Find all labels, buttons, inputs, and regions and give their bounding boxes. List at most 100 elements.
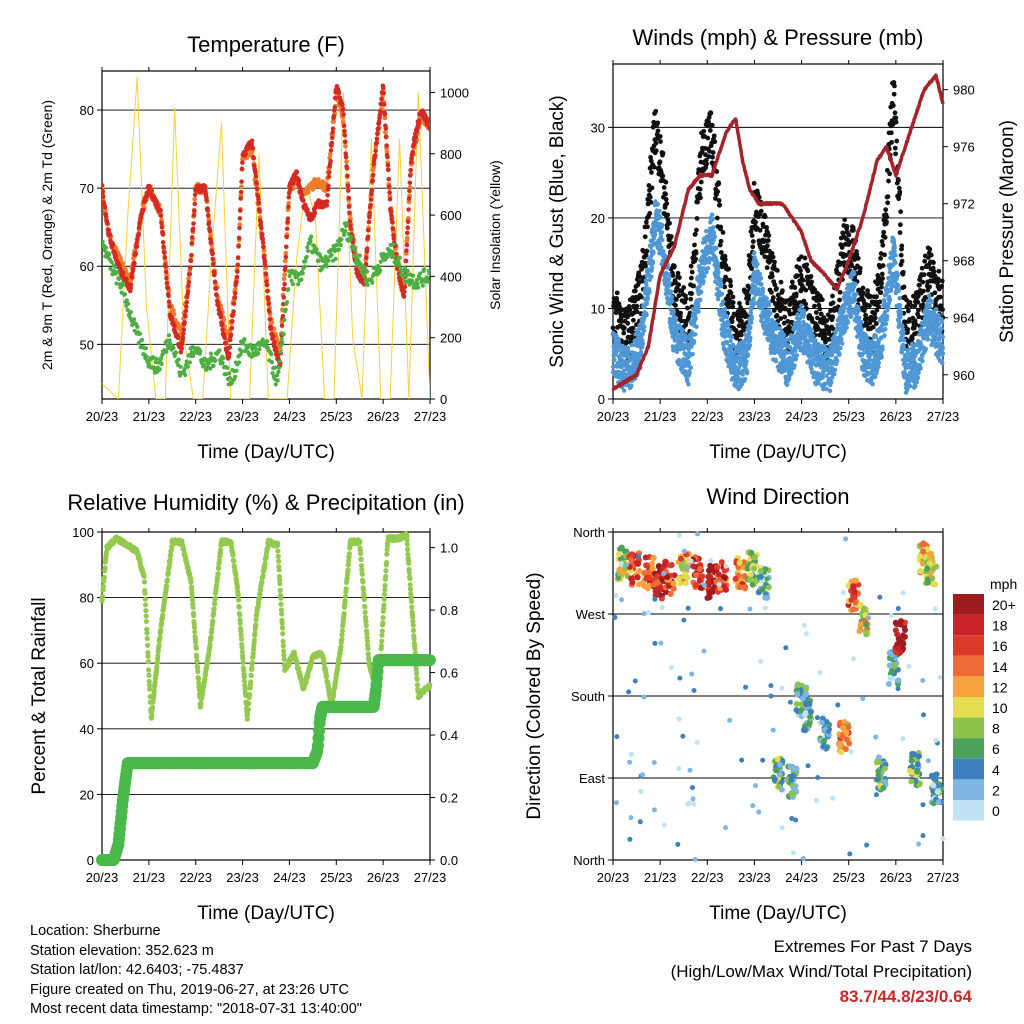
gust-point <box>897 230 903 236</box>
t2m-point <box>128 282 134 287</box>
td-point <box>305 245 310 250</box>
wind-point <box>844 314 849 319</box>
gust-point <box>860 285 866 291</box>
td-point <box>370 280 375 285</box>
t2m-point <box>267 309 272 314</box>
gust-point <box>878 290 884 295</box>
td-point <box>410 273 416 278</box>
gust-point <box>884 219 889 225</box>
td-point <box>343 228 348 234</box>
wind-point <box>740 372 745 377</box>
y2-tick-label: 960 <box>953 368 975 383</box>
t9m-point <box>237 222 243 228</box>
y-tick-label: 0 <box>598 392 605 407</box>
gust-point <box>770 295 776 300</box>
wind-point <box>798 340 803 346</box>
y-tick-label: 50 <box>80 337 94 352</box>
gust-point <box>928 252 934 258</box>
t2m-point <box>342 128 347 134</box>
td-point <box>391 242 396 247</box>
t2m-point <box>401 294 407 299</box>
td-point <box>265 339 270 344</box>
wind-point <box>718 280 724 286</box>
x-tick-label: 25/23 <box>832 409 865 424</box>
t2m-point <box>341 112 346 117</box>
y2-axis-label: Station Pressure (Maroon) <box>997 120 1018 343</box>
gust-point <box>625 320 631 326</box>
t2m-point <box>254 181 260 186</box>
gust-point <box>830 300 836 306</box>
t2m-point <box>345 173 350 179</box>
t2m-point <box>387 190 392 195</box>
td-point <box>286 287 291 292</box>
wind-point <box>642 324 647 329</box>
t2m-point <box>239 166 245 172</box>
gust-point <box>678 310 684 316</box>
wind-point <box>787 376 792 382</box>
td-point <box>103 245 109 250</box>
t2m-point <box>167 304 172 309</box>
gust-point <box>692 231 698 237</box>
gust-point <box>657 134 663 139</box>
gust-point <box>931 260 936 266</box>
t2m-point <box>212 279 218 285</box>
t2m-point <box>254 186 260 192</box>
td-point <box>208 351 213 356</box>
td-point <box>397 262 402 267</box>
t2m-point <box>219 321 225 327</box>
t2m-point <box>161 244 166 250</box>
t2m-point <box>340 106 346 112</box>
gust-point <box>621 325 627 331</box>
gust-point <box>892 110 898 116</box>
gust-point <box>665 212 670 218</box>
td-point <box>237 360 242 365</box>
gust-point <box>758 208 764 214</box>
wind-point <box>844 325 849 330</box>
td-point <box>277 365 282 370</box>
t2m-point <box>368 202 373 208</box>
t2m-point <box>378 109 383 114</box>
t2m-point <box>239 179 244 184</box>
gust-point <box>817 306 823 312</box>
gust-point <box>694 216 700 221</box>
gust-point <box>885 200 891 206</box>
wind-point <box>629 383 634 388</box>
t2m-point <box>124 277 129 282</box>
t2m-point <box>329 140 335 146</box>
gust-point <box>769 290 774 295</box>
t2m-point <box>232 291 238 296</box>
t2m-point <box>286 195 292 200</box>
plot-area <box>610 73 946 395</box>
wind-point <box>680 327 685 332</box>
gust-point <box>705 135 711 141</box>
gust-point <box>655 120 661 126</box>
gust-point <box>661 185 667 190</box>
gust-point <box>887 171 893 177</box>
t2m-point <box>283 264 288 270</box>
td-point <box>174 350 179 355</box>
t2m-point <box>379 96 384 102</box>
wind-point <box>693 332 698 337</box>
wind-point <box>785 350 790 355</box>
t2m-point <box>402 289 407 294</box>
gust-point <box>792 285 798 290</box>
td-point <box>269 352 274 357</box>
td-point <box>159 361 164 366</box>
gust-point <box>632 288 638 294</box>
gust-point <box>676 282 682 288</box>
t2m-point <box>270 334 276 339</box>
t2m-point <box>237 225 242 231</box>
wind-point <box>711 230 717 235</box>
series-group <box>610 73 946 395</box>
wind-point <box>696 309 701 314</box>
t9m-point <box>343 143 348 149</box>
t2m-point <box>162 254 168 260</box>
wind-point <box>859 319 864 325</box>
gust-point <box>770 254 776 260</box>
t2m-point <box>299 192 305 198</box>
x-tick-label: 21/23 <box>133 409 166 424</box>
t2m-point <box>412 139 418 145</box>
t2m-point <box>227 351 232 357</box>
td-point <box>300 271 305 276</box>
t2m-point <box>284 234 290 240</box>
